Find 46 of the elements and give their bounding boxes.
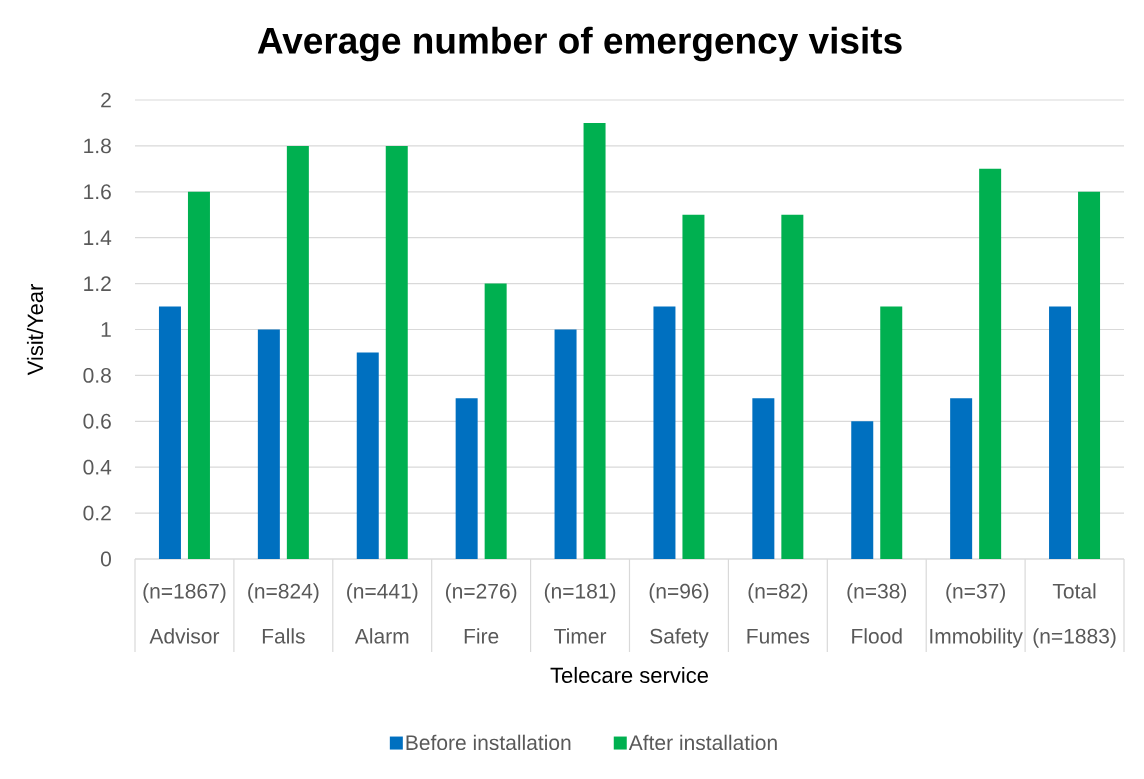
x-axis-title: Telecare service [550, 666, 708, 684]
category-label: (n=441) Alarm [347, 583, 418, 644]
bar [752, 398, 775, 559]
y-tick-label: 1.2 [84, 276, 111, 291]
y-tick-label: 1.8 [84, 138, 111, 154]
bar [554, 329, 577, 559]
category-label: (n=82) Fumes [747, 583, 810, 644]
y-axis-title: Visit/Year [26, 283, 44, 376]
y-tick-label: 0.2 [83, 505, 111, 521]
category-label: (n=96) Safety [649, 583, 709, 648]
category-label: Total (n=1883) [1033, 583, 1116, 648]
y-tick-label: 1.4 [84, 230, 112, 245]
y-tick-label: 0.6 [83, 413, 111, 429]
chart-title: Average number of emergency visits [257, 26, 902, 62]
y-tick-label: 0.4 [83, 459, 112, 475]
bar [851, 421, 874, 559]
category-label: (n=824) Falls [248, 583, 319, 644]
y-tick-label: 1.6 [84, 184, 111, 200]
bar [781, 214, 804, 559]
bar [187, 191, 210, 559]
bar [455, 398, 478, 559]
category-label: (n=38) Flood [847, 583, 907, 644]
bar [356, 352, 379, 559]
bar [286, 145, 309, 559]
y-tick-label: 0 [100, 551, 111, 567]
category-label: (n=181) Timer [544, 583, 616, 644]
legend-label: Before installation [406, 734, 571, 751]
bar [583, 122, 606, 559]
bar [1049, 306, 1072, 559]
bar [484, 283, 507, 559]
bar [1078, 191, 1101, 559]
bar [385, 145, 408, 559]
y-tick-label: 2 [101, 92, 111, 108]
category-label: (n=1867) Advisor [143, 583, 226, 644]
y-tick-label: 1 [101, 322, 111, 337]
category-label: (n=37) Immobility [930, 583, 1023, 648]
bar [880, 306, 903, 559]
bar [979, 168, 1002, 559]
legend-label: After installation [628, 734, 777, 751]
bar [257, 329, 280, 559]
bar [682, 214, 705, 559]
category-label: (n=276) Fire [445, 583, 517, 644]
bar [158, 306, 181, 559]
y-tick-label: 0.8 [83, 367, 111, 383]
bar [950, 398, 973, 559]
bar [653, 306, 676, 559]
